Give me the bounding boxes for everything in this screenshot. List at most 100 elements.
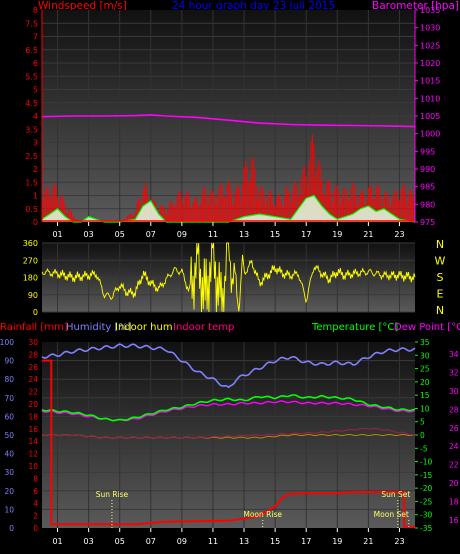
windspeed-tick: 4.5 (25, 99, 38, 108)
dewpoint-tick: 22 (449, 461, 459, 470)
windspeed-tick: 4 (33, 112, 38, 121)
climate-x-tick-labels: 01 03 05 07 09 11 13 15 17 19 21 23 (52, 528, 405, 546)
temperature-tick: -15 (420, 471, 432, 480)
x-tick-label: 19 (332, 537, 342, 546)
windspeed-tick: 3.5 (25, 125, 38, 134)
humidity-tick: 60 (4, 412, 14, 421)
temperature-tick: -30 (420, 511, 432, 520)
rainfall-legend: Rainfall [mm] (0, 322, 68, 333)
x-tick-label: 11 (208, 230, 218, 239)
windspeed-tick: 3 (33, 139, 38, 148)
windspeed-tick: 5.5 (25, 72, 38, 81)
windspeed-tick: 0 (33, 218, 38, 227)
astro-annotations: Sun Rise Moon Rise Sun Set Moon Set (96, 490, 410, 528)
windspeed-tick: 1.5 (25, 178, 38, 187)
dewpoint-tick: 28 (449, 405, 459, 414)
humidity-tick: 50 (4, 431, 14, 440)
direction-tick: 0 (33, 308, 38, 317)
wind-series (41, 114, 416, 223)
temperature-tick: -5 (420, 444, 428, 453)
indoor-hum-legend: Indoor hum (115, 322, 173, 333)
temperature-tick: -20 (420, 484, 432, 493)
barometer-tick: 1025 (420, 41, 440, 50)
compass-E: E (437, 288, 444, 301)
rain-tick: 16 (28, 425, 38, 434)
wind-gust-series (41, 194, 416, 223)
rain-tick: 10 (28, 462, 38, 471)
x-tick-label: 11 (208, 537, 218, 546)
humidity-tick: 70 (4, 394, 14, 403)
windspeed-tick: 5 (33, 86, 38, 95)
chart-title: 24 hour graph day 23 Juli 2015 (172, 0, 335, 12)
humidity-tick: 90 (4, 357, 14, 366)
windspeed-tick: 7.5 (25, 19, 38, 28)
rain-tick: 18 (28, 412, 38, 421)
x-tick-label: 05 (115, 537, 125, 546)
x-tick-label: 03 (84, 537, 94, 546)
barometer-tick: 1035 (420, 6, 440, 15)
rain-tick: 6 (33, 487, 38, 496)
x-tick-label: 13 (239, 230, 249, 239)
x-tick-label: 17 (301, 537, 311, 546)
dewpoint-tick: 16 (449, 516, 459, 525)
dewpoint-tick: 26 (449, 424, 459, 433)
dewpoint-tick: 30 (449, 387, 459, 396)
compass-N: N (436, 238, 444, 251)
temperature-tick: 15 (420, 391, 430, 400)
direction-tick-labels: 0 90 180 270 360 (23, 239, 38, 317)
indoor-temp-legend: Indoor temp (173, 322, 234, 333)
rain-tick: 26 (28, 363, 38, 372)
dewpoint-tick: 20 (449, 479, 459, 488)
x-tick-label: 13 (239, 537, 249, 546)
barometer-tick: 980 (420, 200, 435, 209)
temperature-tick: -35 (420, 524, 432, 533)
wind-direction-series (41, 242, 416, 313)
temperature-tick: 25 (420, 365, 430, 374)
rain-tick: 4 (33, 499, 38, 508)
x-tick-label: 21 (363, 230, 373, 239)
barometer-tick: 995 (420, 147, 435, 156)
temperature-tick: 0 (420, 431, 425, 440)
x-tick-label: 17 (301, 230, 311, 239)
compass-S: S (437, 271, 444, 284)
rain-tick: 24 (28, 375, 38, 384)
compass-W: W (435, 255, 446, 268)
temperature-tick: 10 (420, 404, 430, 413)
barometer-series (41, 114, 416, 128)
temperature-tick: 5 (420, 418, 425, 427)
windspeed-tick: 6 (33, 59, 38, 68)
humidity-tick: 0 (9, 524, 14, 533)
windspeed-tick-labels: 0 0.5 1 1.5 2 2.5 3 3.5 4 4.5 5 5.5 6 6.5 7 7.5 8 (25, 6, 38, 227)
rain-tick: 2 (33, 512, 38, 521)
wind-x-tick-labels: 01 03 05 07 09 11 13 15 17 19 21 23 (52, 222, 405, 239)
barometer-tick: 1000 (420, 130, 440, 139)
rain-tick: 14 (28, 437, 38, 446)
climate-grid (42, 342, 415, 528)
windspeed-tick: 8 (33, 6, 38, 15)
windspeed-tick: 7 (33, 33, 38, 42)
x-tick-label: 01 (52, 230, 62, 239)
dewpoint-legend: Dew Point [°C] (394, 322, 460, 333)
compass-N: N (436, 304, 444, 317)
direction-series (41, 242, 416, 313)
temperature-series (41, 394, 416, 422)
barometer-tick: 990 (420, 165, 435, 174)
windspeed-axis-title: Windspeed [m/s] (38, 0, 127, 12)
rain-tick: 28 (28, 350, 38, 359)
windspeed-tick: 6.5 (25, 46, 38, 55)
temperature-tick: 20 (420, 378, 430, 387)
annotation-label: Sun Set (381, 490, 410, 499)
indoor-temp-series (41, 427, 415, 439)
rain-tick: 30 (28, 338, 38, 347)
rain-tick: 20 (28, 400, 38, 409)
wind-gust-area (42, 195, 415, 222)
barometer-tick: 1030 (420, 24, 440, 33)
rain-tick: 0 (33, 524, 38, 533)
x-tick-label: 19 (332, 230, 342, 239)
direction-tick: 180 (23, 274, 38, 283)
rain-tick: 12 (28, 450, 38, 459)
humidity-tick: 30 (4, 468, 14, 477)
